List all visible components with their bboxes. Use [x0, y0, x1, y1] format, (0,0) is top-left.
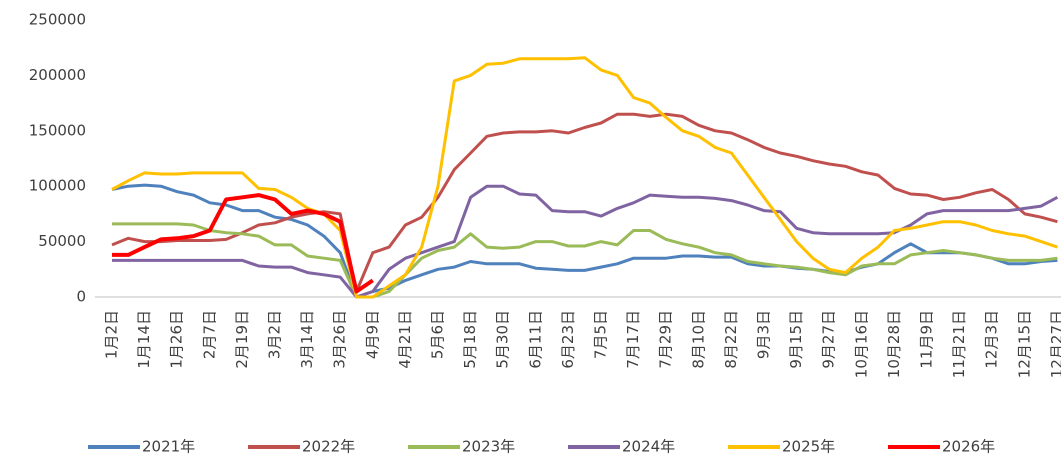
x-tick-label: 1月26日: [168, 310, 186, 369]
x-tick-label: 3月26日: [331, 310, 349, 369]
legend-label: 2024年: [622, 438, 675, 456]
x-tick-label: 12月27日: [1048, 310, 1061, 378]
x-tick-label: 6月23日: [559, 310, 577, 369]
x-tick-label: 9月27日: [820, 310, 838, 369]
x-tick-label: 11月9日: [918, 310, 936, 369]
x-tick-label: 2月7日: [200, 310, 218, 359]
x-tick-label: 3月14日: [298, 310, 316, 369]
legend-label: 2023年: [462, 438, 515, 456]
x-tick-label: 4月9日: [363, 310, 381, 359]
x-tick-label: 6月11日: [526, 310, 544, 369]
y-tick-label: 100000: [29, 177, 86, 195]
legend-label: 2022年: [302, 438, 355, 456]
x-tick-label: 3月2日: [266, 310, 284, 359]
y-tick-label: 200000: [29, 66, 86, 84]
line-series: [111, 183, 1058, 299]
x-tick-label: 1月2日: [103, 310, 121, 359]
legend-label: 2026年: [942, 438, 995, 456]
x-tick-label: 12月3日: [983, 310, 1001, 369]
y-tick-label: 50000: [38, 232, 86, 250]
legend-label: 2021年: [142, 438, 195, 456]
y-tick-label: 250000: [29, 11, 86, 29]
x-tick-label: 5月30日: [494, 310, 512, 369]
x-tick-label: 10月16日: [852, 310, 870, 378]
x-tick-label: 5月18日: [461, 310, 479, 369]
x-tick-label: 9月15日: [787, 310, 805, 369]
line-series: [111, 112, 1058, 293]
line-series: [112, 193, 374, 294]
x-tick-label: 11月21日: [950, 310, 968, 378]
x-tick-label: 12月15日: [1015, 310, 1033, 378]
x-tick-label: 5月6日: [429, 310, 447, 359]
line-series: [111, 56, 1058, 299]
legend-label: 2025年: [782, 438, 835, 456]
y-tick-label: 0: [76, 288, 86, 306]
x-tick-label: 9月3日: [755, 310, 773, 359]
x-tick-label: 2月19日: [233, 310, 251, 369]
y-tick-label: 150000: [29, 121, 86, 139]
x-tick-label: 10月28日: [885, 310, 903, 378]
x-tick-label: 7月5日: [592, 310, 610, 359]
line-series: [112, 222, 1058, 299]
x-tick-label: 7月29日: [657, 310, 675, 369]
x-tick-label: 4月21日: [396, 310, 414, 369]
x-tick-label: 1月14日: [135, 310, 153, 369]
x-tick-label: 7月17日: [624, 310, 642, 369]
line-series: [112, 184, 1059, 299]
x-tick-label: 8月10日: [689, 310, 707, 369]
x-tick-label: 8月22日: [722, 310, 740, 369]
